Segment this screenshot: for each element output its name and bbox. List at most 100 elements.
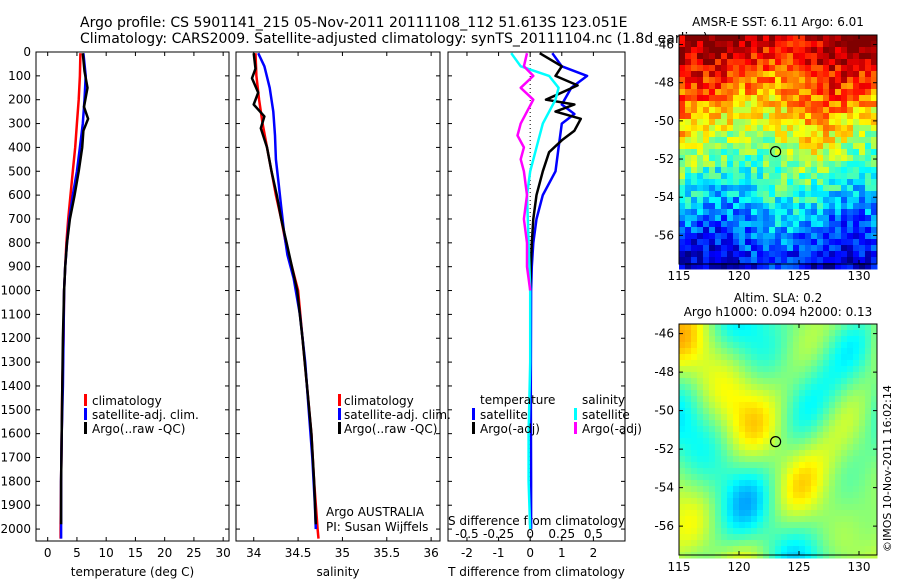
map-cell bbox=[799, 35, 806, 42]
map-cell bbox=[751, 354, 758, 361]
map-cell bbox=[859, 504, 866, 511]
map-cell bbox=[847, 263, 854, 270]
x-tick-label: 25 bbox=[186, 546, 201, 560]
map-cell bbox=[811, 257, 818, 264]
map-cell bbox=[859, 426, 866, 433]
map-cell bbox=[727, 263, 734, 270]
map-cell bbox=[751, 390, 758, 397]
map-cell bbox=[853, 83, 860, 90]
map-cell bbox=[829, 342, 836, 349]
map-cell bbox=[823, 330, 830, 337]
map-cell bbox=[781, 342, 788, 349]
map-cell bbox=[775, 245, 782, 252]
map-cell bbox=[835, 65, 842, 72]
map-cell bbox=[727, 396, 734, 403]
map-cell bbox=[859, 498, 866, 505]
map-cell bbox=[835, 143, 842, 150]
map-cell bbox=[751, 101, 758, 108]
map-cell bbox=[817, 35, 824, 42]
map-cell bbox=[727, 35, 734, 42]
map-cell bbox=[691, 143, 698, 150]
y-tick-label: 600 bbox=[8, 188, 31, 202]
map-cell bbox=[715, 113, 722, 120]
map-cell bbox=[805, 209, 812, 216]
map-cell bbox=[805, 396, 812, 403]
map-cell bbox=[859, 534, 866, 541]
map-cell bbox=[811, 486, 818, 493]
map-cell bbox=[793, 89, 800, 96]
map-cell bbox=[847, 384, 854, 391]
map-cell bbox=[745, 396, 752, 403]
legend-label-argo: Argo(..raw -QC) bbox=[92, 422, 185, 436]
map-cell bbox=[763, 438, 770, 445]
map-cell bbox=[829, 324, 836, 331]
map-cell bbox=[679, 444, 686, 451]
map-cell bbox=[715, 522, 722, 529]
map-cell bbox=[727, 522, 734, 529]
map-cell bbox=[739, 510, 746, 517]
map-cell bbox=[685, 245, 692, 252]
map-cell bbox=[691, 65, 698, 72]
map-cell bbox=[859, 89, 866, 96]
map-cell bbox=[793, 438, 800, 445]
map-cell bbox=[853, 71, 860, 78]
map-cell bbox=[763, 408, 770, 415]
map-cell bbox=[835, 41, 842, 48]
map-cell bbox=[847, 203, 854, 210]
map-cell bbox=[697, 35, 704, 42]
map-cell bbox=[679, 432, 686, 439]
map-cell bbox=[739, 444, 746, 451]
map-cell bbox=[727, 203, 734, 210]
map-cell bbox=[721, 444, 728, 451]
map-cell bbox=[715, 203, 722, 210]
map-cell bbox=[865, 480, 872, 487]
map-cell bbox=[823, 480, 830, 487]
map-cell bbox=[823, 209, 830, 216]
top-tick-label: -0.5 bbox=[455, 527, 478, 541]
map-cell bbox=[805, 65, 812, 72]
map-cell bbox=[727, 342, 734, 349]
map-cell bbox=[829, 438, 836, 445]
map-cell bbox=[835, 408, 842, 415]
map-cell bbox=[685, 257, 692, 264]
map-cell bbox=[865, 71, 872, 78]
map-cell bbox=[679, 119, 686, 126]
map-cell bbox=[739, 474, 746, 481]
map-cell bbox=[871, 161, 878, 168]
map-cell bbox=[697, 330, 704, 337]
map-cell bbox=[751, 113, 758, 120]
map-cell bbox=[751, 77, 758, 84]
map-cell bbox=[709, 143, 716, 150]
map-cell bbox=[679, 131, 686, 138]
map-cell bbox=[787, 95, 794, 102]
map-cell bbox=[679, 402, 686, 409]
map-cell bbox=[811, 402, 818, 409]
map-cell bbox=[841, 257, 848, 264]
map-cell bbox=[685, 137, 692, 144]
map-cell bbox=[697, 251, 704, 258]
map-cell bbox=[781, 360, 788, 367]
map-cell bbox=[679, 149, 686, 156]
map-cell bbox=[685, 71, 692, 78]
map-cell bbox=[787, 119, 794, 126]
map-cell bbox=[781, 35, 788, 42]
map-cell bbox=[793, 360, 800, 367]
map-cell bbox=[733, 65, 740, 72]
map-cell bbox=[853, 396, 860, 403]
map-cell bbox=[739, 149, 746, 156]
map-cell bbox=[733, 107, 740, 114]
map-cell bbox=[715, 402, 722, 409]
map-cell bbox=[745, 456, 752, 463]
annotation-pi: PI: Susan Wijffels bbox=[326, 520, 428, 534]
map-cell bbox=[865, 167, 872, 174]
map-cell bbox=[847, 107, 854, 114]
map-cell bbox=[709, 167, 716, 174]
map-x-tick-label: 125 bbox=[788, 560, 811, 574]
map-cell bbox=[697, 209, 704, 216]
map-cell bbox=[781, 263, 788, 270]
map-cell bbox=[715, 215, 722, 222]
map-cell bbox=[817, 89, 824, 96]
map-cell bbox=[757, 227, 764, 234]
map-cell bbox=[679, 173, 686, 180]
map-cell bbox=[781, 486, 788, 493]
